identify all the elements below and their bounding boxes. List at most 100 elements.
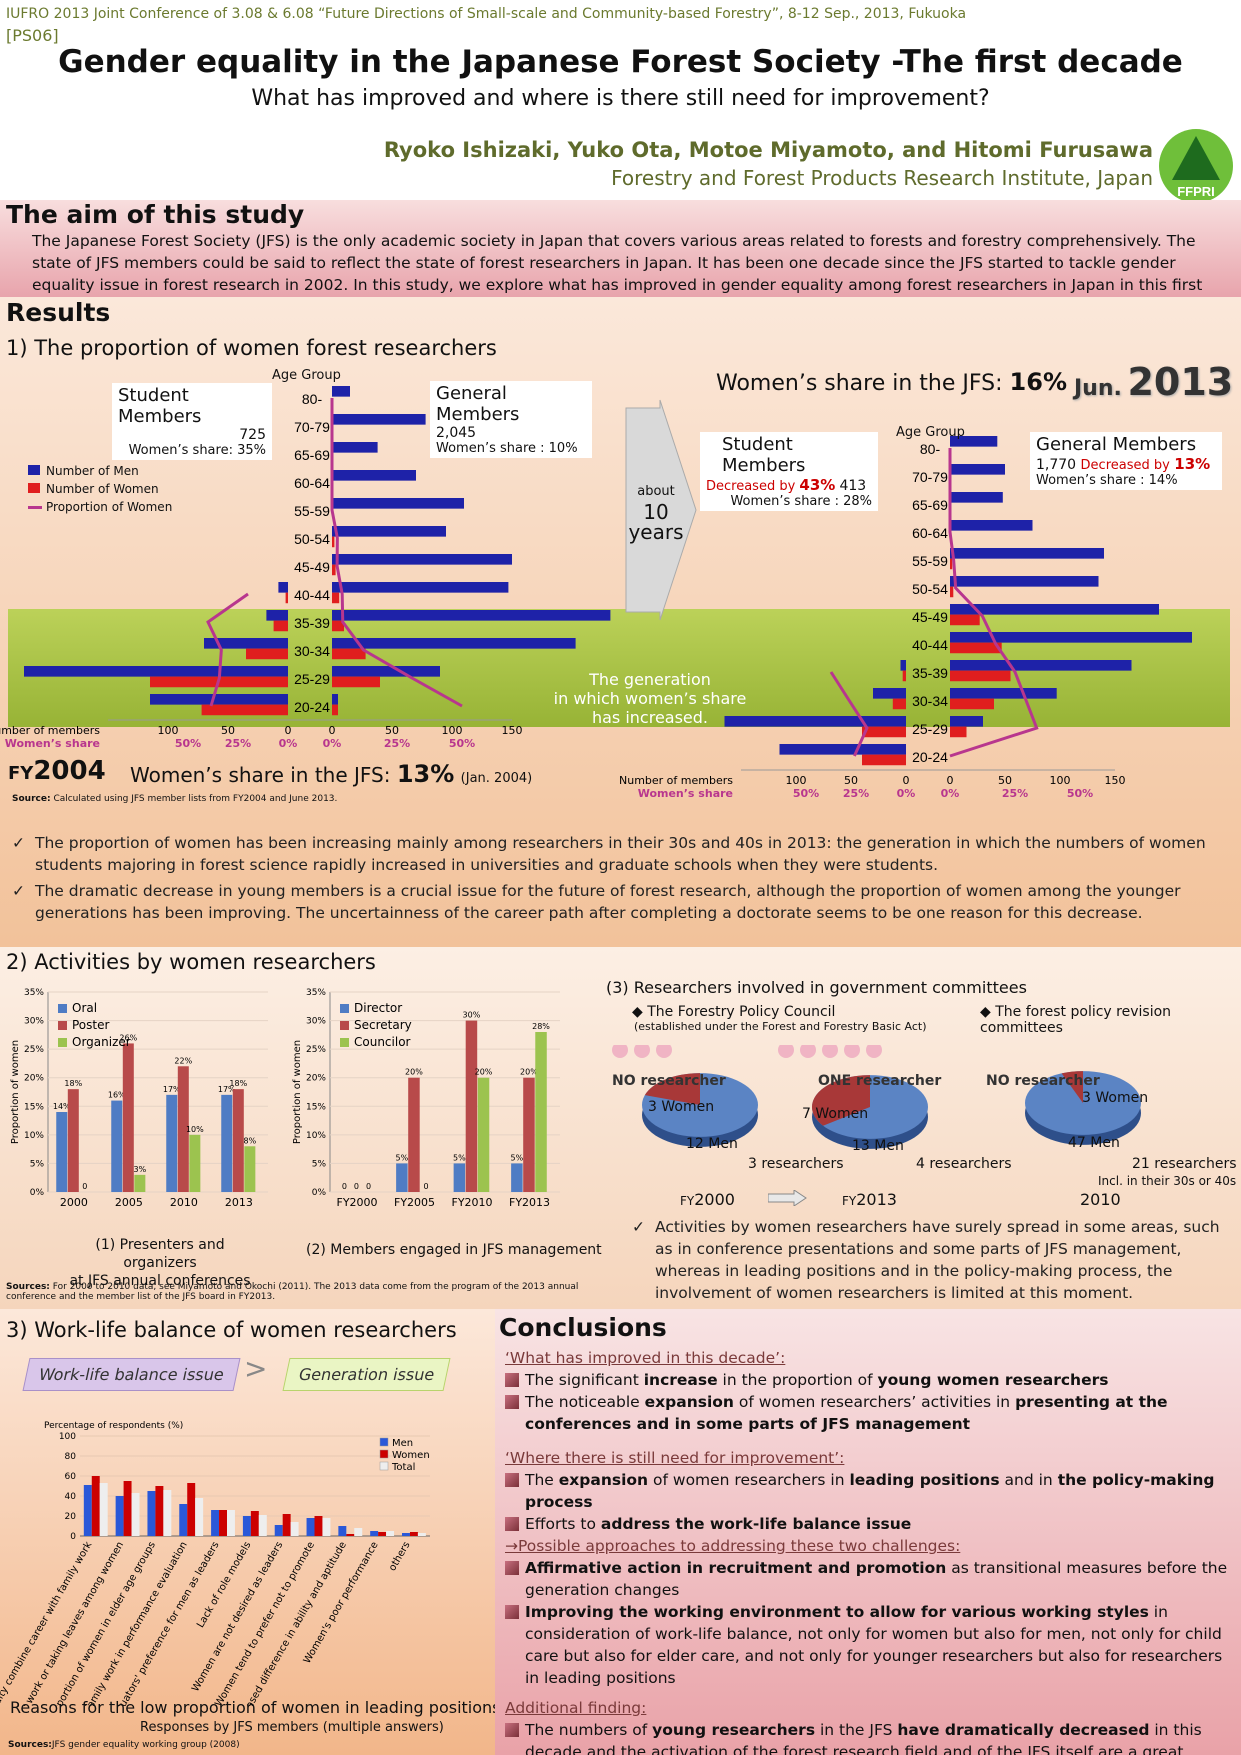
bar-oral: [56, 1112, 68, 1192]
y-tick: 100: [59, 1432, 76, 1442]
age-label: 20-24: [294, 699, 330, 715]
pie2010-label: NO researcher: [986, 1073, 1100, 1089]
need-item: Efforts to address the work-life balance…: [505, 1513, 1231, 1535]
bar-total: [417, 1533, 426, 1536]
pie2000-women: 3 Women: [648, 1099, 715, 1115]
category-label: FY2000: [337, 1196, 378, 1209]
student-dec-2013: Decreased by 43% 413: [706, 476, 867, 494]
age-label: 35-39: [294, 615, 330, 631]
category-label: others: [387, 1540, 412, 1573]
institution: Forestry and Forest Products Research In…: [611, 166, 1153, 190]
data-label: 28%: [532, 1022, 550, 1031]
bar-women-general: [950, 726, 967, 738]
student-share-2013: Women’s share : 28%: [730, 494, 872, 509]
authors: Ryoko Ishizaki, Yuko Ota, Motoe Miyamoto…: [383, 138, 1153, 162]
pie2000-men: 12 Men: [686, 1136, 738, 1152]
category-sublabel: Mar: [122, 1209, 135, 1210]
pyramid-charts: 80- 70-79 65-69 60-64 55-59 50-54 45-49 40-44 35…: [0, 386, 1192, 800]
chart1-caption: (1) Presenters and organizers at JFS annu…: [69, 1237, 251, 1289]
share-tick: 0%: [941, 787, 960, 800]
bar-women-general: [950, 698, 994, 710]
person-icon: [844, 1045, 860, 1058]
band-text: The generation in which women’s share has …: [553, 670, 747, 727]
bar-women-general: [950, 586, 954, 598]
y-tick: 5%: [312, 1159, 327, 1169]
age-label: 25-29: [912, 721, 948, 737]
data-label: 8%: [243, 1136, 256, 1145]
need-heading: ‘Where there is still need for improveme…: [505, 1449, 845, 1467]
y-tick: 35%: [24, 988, 44, 998]
bar-councilor: [535, 1032, 547, 1192]
tick-label: 0: [329, 724, 336, 737]
category-label: 2005: [115, 1196, 143, 1209]
bar-men-student: [779, 744, 906, 755]
ps-code: [PS06]: [6, 26, 59, 45]
share-tick: 25%: [843, 787, 869, 800]
bar-men-student: [150, 694, 288, 705]
pyramid-2004: 80- 70-79 65-69 60-64 55-59 50-54 45-49 40-44 35…: [0, 386, 611, 750]
y-tick: 5%: [30, 1159, 45, 1169]
bar-total: [99, 1483, 108, 1536]
legend-swatch: [58, 1021, 67, 1030]
bar-men-general: [950, 660, 1132, 671]
bar-men-student: [24, 666, 288, 677]
data-label: 17%: [218, 1085, 236, 1094]
age-label: 80-: [920, 441, 941, 457]
y-axis-label: Proportion of women: [10, 1040, 21, 1144]
age-label: 80-: [302, 391, 323, 407]
results-heading: Results: [6, 298, 111, 327]
bar-women-student: [862, 754, 906, 766]
bar-women-student: [902, 670, 906, 682]
category-label: FY2010: [452, 1196, 493, 1209]
pie2013-researchers: 4 researchers: [916, 1156, 1012, 1172]
bar-poster: [177, 1066, 189, 1192]
age-label: 50-54: [912, 581, 948, 597]
legend-label: Organizer: [72, 1035, 131, 1049]
poster-title: Gender equality in the Japanese Forest S…: [58, 44, 1183, 80]
age-label: 70-79: [912, 469, 948, 485]
bar-total: [163, 1490, 172, 1536]
pie2010-note: Incl. in their 30s or 40s: [1098, 1174, 1237, 1188]
bar-men: [115, 1496, 124, 1536]
bar-men-general: [950, 520, 1033, 531]
share-tick: 25%: [1002, 787, 1028, 800]
student-share-2004: Women’s share: 35%: [128, 443, 266, 458]
tick-label: 50: [221, 724, 235, 737]
y-axis-label: Percentage of respondents (%): [44, 1421, 183, 1431]
y-tick: 25%: [24, 1045, 44, 1055]
bar-men-student: [266, 610, 288, 621]
committee-pies: [612, 1045, 1141, 1149]
share-tick: 50%: [793, 787, 819, 800]
share-tick: 50%: [1067, 787, 1093, 800]
y-tick: 15%: [24, 1102, 44, 1112]
conference-line: IUFRO 2013 Joint Conference of 3.08 & 6.…: [6, 6, 967, 22]
pie2010-men: 47 Men: [1068, 1135, 1120, 1151]
sec2-source: Sources: For 2000 to 2010 data, see Miya…: [6, 1282, 579, 1302]
bar-men: [179, 1504, 188, 1536]
student-box-2013: Student Members Decreased by 43% 413 Wom…: [700, 432, 878, 511]
sec3-caption: Reasons for the low proportion of women …: [10, 1698, 501, 1717]
bar-men-general: [950, 576, 1099, 587]
bar-organizer: [134, 1174, 146, 1192]
pie2000-researchers: 3 researchers: [748, 1156, 844, 1172]
tick-label: 150: [1105, 774, 1126, 787]
data-label: 0: [366, 1182, 371, 1191]
data-label: 14%: [53, 1102, 71, 1111]
bar-women: [155, 1486, 164, 1536]
tag-generation: Generation issue: [282, 1358, 451, 1391]
bar-secretary: [465, 1020, 478, 1192]
bar-men-student: [278, 582, 288, 593]
reasons-chart: Percentage of respondents (%) 0 20 40 60 80 10…: [0, 1421, 430, 1706]
approach-item: Improving the working environment to all…: [505, 1601, 1231, 1689]
legend-swatch: [379, 1449, 389, 1459]
proportion-line-student: [206, 592, 249, 707]
bar-women-student: [246, 648, 288, 660]
bar-women-student: [201, 704, 288, 716]
bar-men: [338, 1526, 347, 1536]
tick-label: 150: [502, 724, 523, 737]
sec2-heading: 2) Activities by women researchers: [6, 950, 376, 974]
person-icon: [634, 1045, 650, 1058]
data-label: 5%: [453, 1153, 466, 1162]
tick-label: 50: [385, 724, 399, 737]
fy2004-label: FY2004: [8, 756, 106, 786]
